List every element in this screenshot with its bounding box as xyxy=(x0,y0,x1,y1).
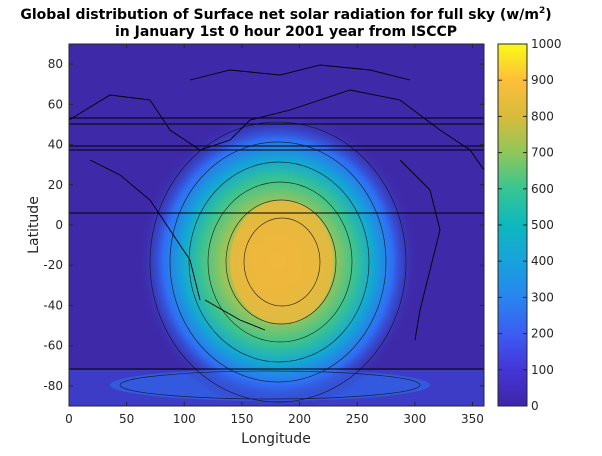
colorbar-tick-label: 200 xyxy=(531,327,554,341)
colorbar-tick-label: 0 xyxy=(531,399,539,413)
x-axis-label: Longitude xyxy=(241,431,311,447)
colorbar-tick-label: 400 xyxy=(531,254,554,268)
colorbar-tick-label: 500 xyxy=(531,218,554,232)
y-axis-label: Latitude xyxy=(26,196,42,254)
heatmap-field xyxy=(69,44,484,406)
chart-title-line1: Global distribution of Surface net solar… xyxy=(20,6,551,23)
x-tick-label: 0 xyxy=(65,412,73,426)
colorbar-tick-label: 700 xyxy=(531,146,554,160)
x-tick-label: 150 xyxy=(230,412,253,426)
x-tick-label: 250 xyxy=(346,412,369,426)
y-tick-label: 0 xyxy=(55,218,63,232)
colorbar-tick-label: 600 xyxy=(531,182,554,196)
colorbar-tick-label: 1000 xyxy=(531,37,562,51)
x-tick-label: 50 xyxy=(119,412,134,426)
y-axis: 80 60 40 20 0 -20 -40 -60 -80 xyxy=(43,57,484,393)
y-tick-label: 40 xyxy=(48,138,63,152)
y-tick-label: -80 xyxy=(43,379,63,393)
y-tick-label: -60 xyxy=(43,339,63,353)
colorbar-tick-label: 900 xyxy=(531,73,554,87)
x-tick-label: 200 xyxy=(288,412,311,426)
y-tick-label: 20 xyxy=(48,178,63,192)
x-axis: 0 50 100 150 200 250 300 350 xyxy=(65,44,484,426)
y-tick-label: 80 xyxy=(48,57,63,71)
colorbar-tick-label: 800 xyxy=(531,109,554,123)
colorbar xyxy=(497,43,528,407)
x-tick-label: 300 xyxy=(403,412,426,426)
y-tick-label: 60 xyxy=(48,97,63,111)
chart-title-line2: in January 1st 0 hour 2001 year from ISC… xyxy=(115,24,457,40)
x-tick-label: 350 xyxy=(461,412,484,426)
colorbar-tick-label: 100 xyxy=(531,363,554,377)
x-tick-label: 100 xyxy=(173,412,196,426)
y-tick-label: -20 xyxy=(43,258,63,272)
colorbar-tick-label: 300 xyxy=(531,290,554,304)
y-tick-label: -40 xyxy=(43,298,63,312)
